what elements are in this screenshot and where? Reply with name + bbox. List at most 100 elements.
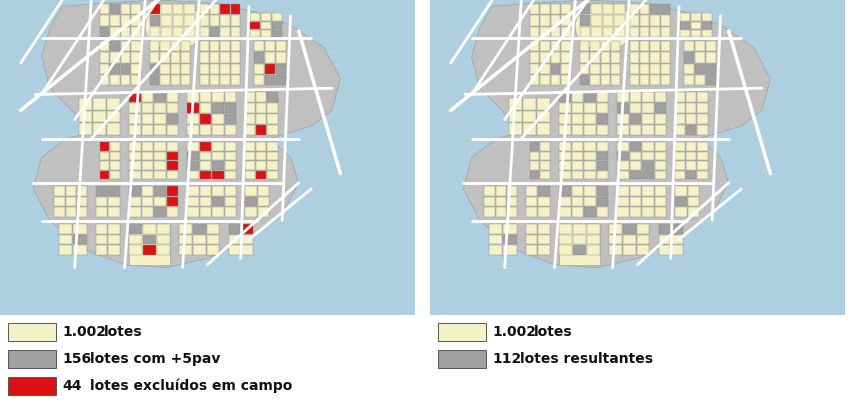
Bar [596, 207, 608, 217]
Bar [276, 53, 286, 62]
Bar [611, 64, 620, 74]
Bar [611, 41, 620, 51]
Bar [706, 53, 716, 62]
Bar [246, 92, 255, 102]
Bar [142, 197, 153, 207]
Bar [276, 75, 286, 85]
Bar [249, 13, 259, 21]
Bar [571, 92, 583, 102]
Bar [415, 0, 430, 315]
Bar [231, 4, 241, 14]
Bar [640, 53, 649, 62]
Bar [161, 75, 169, 85]
Bar [655, 161, 666, 170]
Bar [686, 142, 697, 151]
Bar [509, 111, 522, 122]
Bar [698, 114, 708, 124]
Bar [231, 15, 241, 26]
Bar [551, 64, 560, 74]
Bar [643, 171, 654, 179]
Bar [691, 13, 701, 21]
Bar [257, 103, 266, 113]
Bar [210, 27, 219, 37]
Bar [101, 53, 109, 62]
Bar [0, 0, 415, 315]
Bar [224, 142, 236, 151]
Bar [686, 171, 697, 179]
Bar [691, 21, 701, 29]
Bar [265, 41, 275, 51]
Bar [590, 75, 600, 85]
Bar [108, 234, 120, 244]
Bar [614, 27, 624, 37]
Bar [231, 64, 241, 74]
Bar [630, 27, 639, 37]
Bar [640, 64, 649, 74]
Bar [637, 234, 649, 244]
Bar [199, 53, 209, 62]
Bar [212, 161, 223, 170]
Bar [559, 161, 570, 170]
Bar [96, 224, 107, 234]
Bar [192, 234, 205, 244]
Bar [221, 4, 230, 14]
Bar [101, 15, 109, 26]
Bar [540, 161, 550, 170]
Bar [65, 207, 76, 217]
Bar [73, 245, 87, 255]
Bar [675, 171, 685, 179]
Bar [121, 41, 131, 51]
Bar [559, 125, 570, 135]
Bar [686, 92, 697, 102]
Text: lotes com +5pav: lotes com +5pav [90, 352, 221, 366]
Bar [584, 152, 595, 160]
Bar [611, 75, 620, 85]
Bar [526, 234, 538, 244]
Bar [107, 111, 120, 122]
Bar [212, 171, 223, 179]
Bar [246, 197, 257, 207]
Bar [241, 245, 253, 255]
Bar [540, 15, 550, 26]
Bar [596, 114, 608, 124]
Bar [150, 64, 159, 74]
Bar [702, 30, 712, 37]
Bar [173, 15, 183, 26]
Bar [79, 98, 92, 110]
Bar [96, 186, 107, 196]
Bar [142, 125, 153, 135]
Bar [571, 171, 583, 179]
Bar [129, 142, 141, 151]
Bar [438, 323, 486, 341]
Bar [496, 207, 506, 217]
Bar [161, 53, 169, 62]
Bar [489, 245, 503, 255]
Bar [630, 92, 641, 102]
Bar [253, 41, 264, 51]
Bar [161, 41, 169, 51]
Bar [659, 234, 670, 244]
Bar [131, 41, 141, 51]
Bar [271, 13, 282, 21]
Bar [221, 27, 230, 37]
Polygon shape [430, 88, 472, 189]
Bar [523, 98, 536, 110]
Bar [101, 27, 109, 37]
Bar [267, 142, 277, 151]
Bar [530, 41, 539, 51]
Bar [131, 75, 141, 85]
Bar [675, 161, 685, 170]
Bar [260, 13, 271, 21]
Bar [161, 15, 172, 26]
Bar [171, 64, 180, 74]
Bar [695, 75, 704, 85]
Bar [111, 64, 120, 74]
Bar [540, 152, 550, 160]
Bar [526, 186, 538, 196]
Bar [573, 224, 586, 234]
Bar [571, 152, 583, 160]
Bar [618, 142, 629, 151]
Bar [603, 27, 613, 37]
Bar [121, 75, 131, 85]
Bar [618, 152, 629, 160]
